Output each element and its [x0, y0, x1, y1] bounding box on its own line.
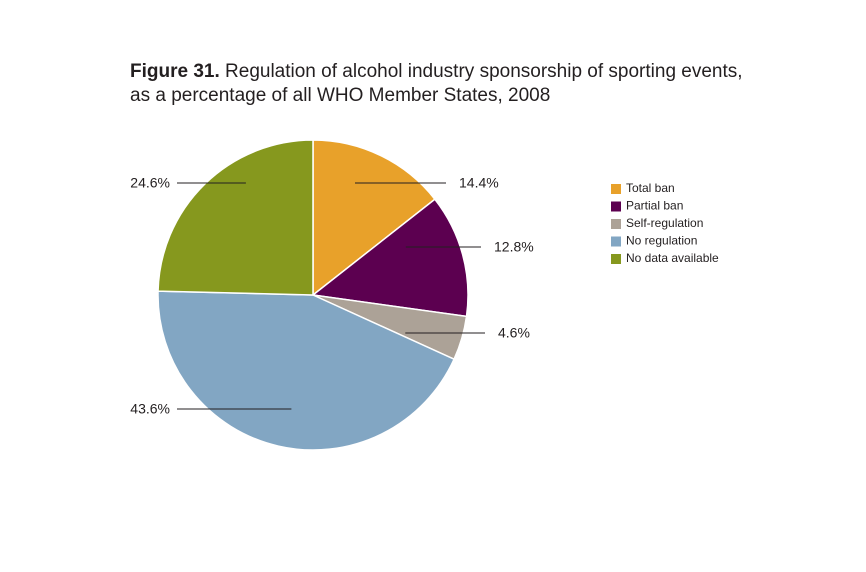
leader-lines	[177, 182, 485, 410]
pie-slice-no-data-available	[157, 139, 314, 296]
pie-slice-no-regulation	[157, 290, 456, 451]
figure-title: Figure 31. Regulation of alcohol industr…	[130, 60, 743, 108]
legend-swatch-total-ban	[611, 184, 621, 194]
legend-label-total-ban: Total ban	[626, 181, 675, 195]
legend-swatch-self-regulation	[611, 219, 621, 229]
data-label-partial-ban: 12.8%	[494, 239, 534, 255]
data-label-self-regulation: 4.6%	[498, 325, 530, 341]
pie-slices	[157, 139, 469, 451]
data-label-total-ban: 14.4%	[459, 175, 499, 191]
data-labels: 14.4% 12.8% 4.6% 43.6% 24.6%	[130, 175, 533, 417]
legend-label-self-regulation: Self-regulation	[626, 216, 703, 230]
legend-swatch-partial-ban	[611, 201, 621, 212]
figure-label: Figure 31.	[130, 61, 220, 82]
data-label-no-regulation: 43.6%	[130, 401, 170, 417]
pie-slice-total-ban	[312, 139, 436, 297]
figure-title-line-1: Regulation of alcohol industry sponsorsh…	[219, 61, 743, 82]
legend-swatch-no-data-available	[611, 254, 621, 264]
legend-swatch-no-regulation	[611, 236, 621, 247]
pie-slice-partial-ban	[311, 198, 469, 318]
legend-label-no-data-available: No data available	[626, 251, 719, 265]
legend-label-no-regulation: No regulation	[626, 234, 697, 248]
data-label-no-data-available: 24.6%	[130, 175, 170, 191]
legend-label-partial-ban: Partial ban	[626, 199, 683, 213]
figure-title-line-2: as a percentage of all WHO Member States…	[130, 85, 551, 106]
legend: Total ban Partial ban Self-regulation No re…	[611, 181, 719, 265]
